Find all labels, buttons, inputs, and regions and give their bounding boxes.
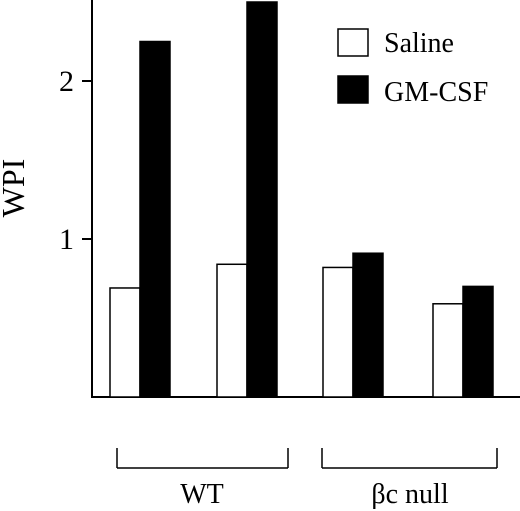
bar-saline-4 [432, 303, 464, 398]
legend-swatch-saline [337, 28, 369, 57]
y-axis-label: WPI [0, 159, 31, 218]
group-label-wt: WT [180, 479, 224, 510]
legend-swatch-gmcsf [337, 75, 369, 104]
bar-saline-3 [322, 266, 354, 398]
group-bracket-wt [116, 448, 289, 469]
group-label-bc-null: βc null [371, 479, 448, 510]
bar-saline-1 [109, 287, 141, 398]
group-brackets: WT βc null [116, 448, 498, 510]
bar-gm-csf-1 [139, 40, 171, 398]
legend-label-saline: Saline [384, 28, 454, 59]
legend: Saline GM-CSF [337, 28, 488, 108]
bars [109, 1, 494, 398]
y-tick-label-2: 2 [59, 65, 74, 98]
group-bracket-bc-null [321, 448, 498, 469]
y-tick-label-1: 1 [59, 223, 74, 256]
bar-gm-csf-3 [352, 252, 384, 398]
bar-gm-csf-4 [462, 285, 494, 398]
bar-saline-2 [216, 263, 248, 398]
bar-gm-csf-2 [246, 1, 278, 398]
y-axis: 12 [59, 0, 93, 397]
legend-label-gmcsf: GM-CSF [384, 77, 488, 108]
